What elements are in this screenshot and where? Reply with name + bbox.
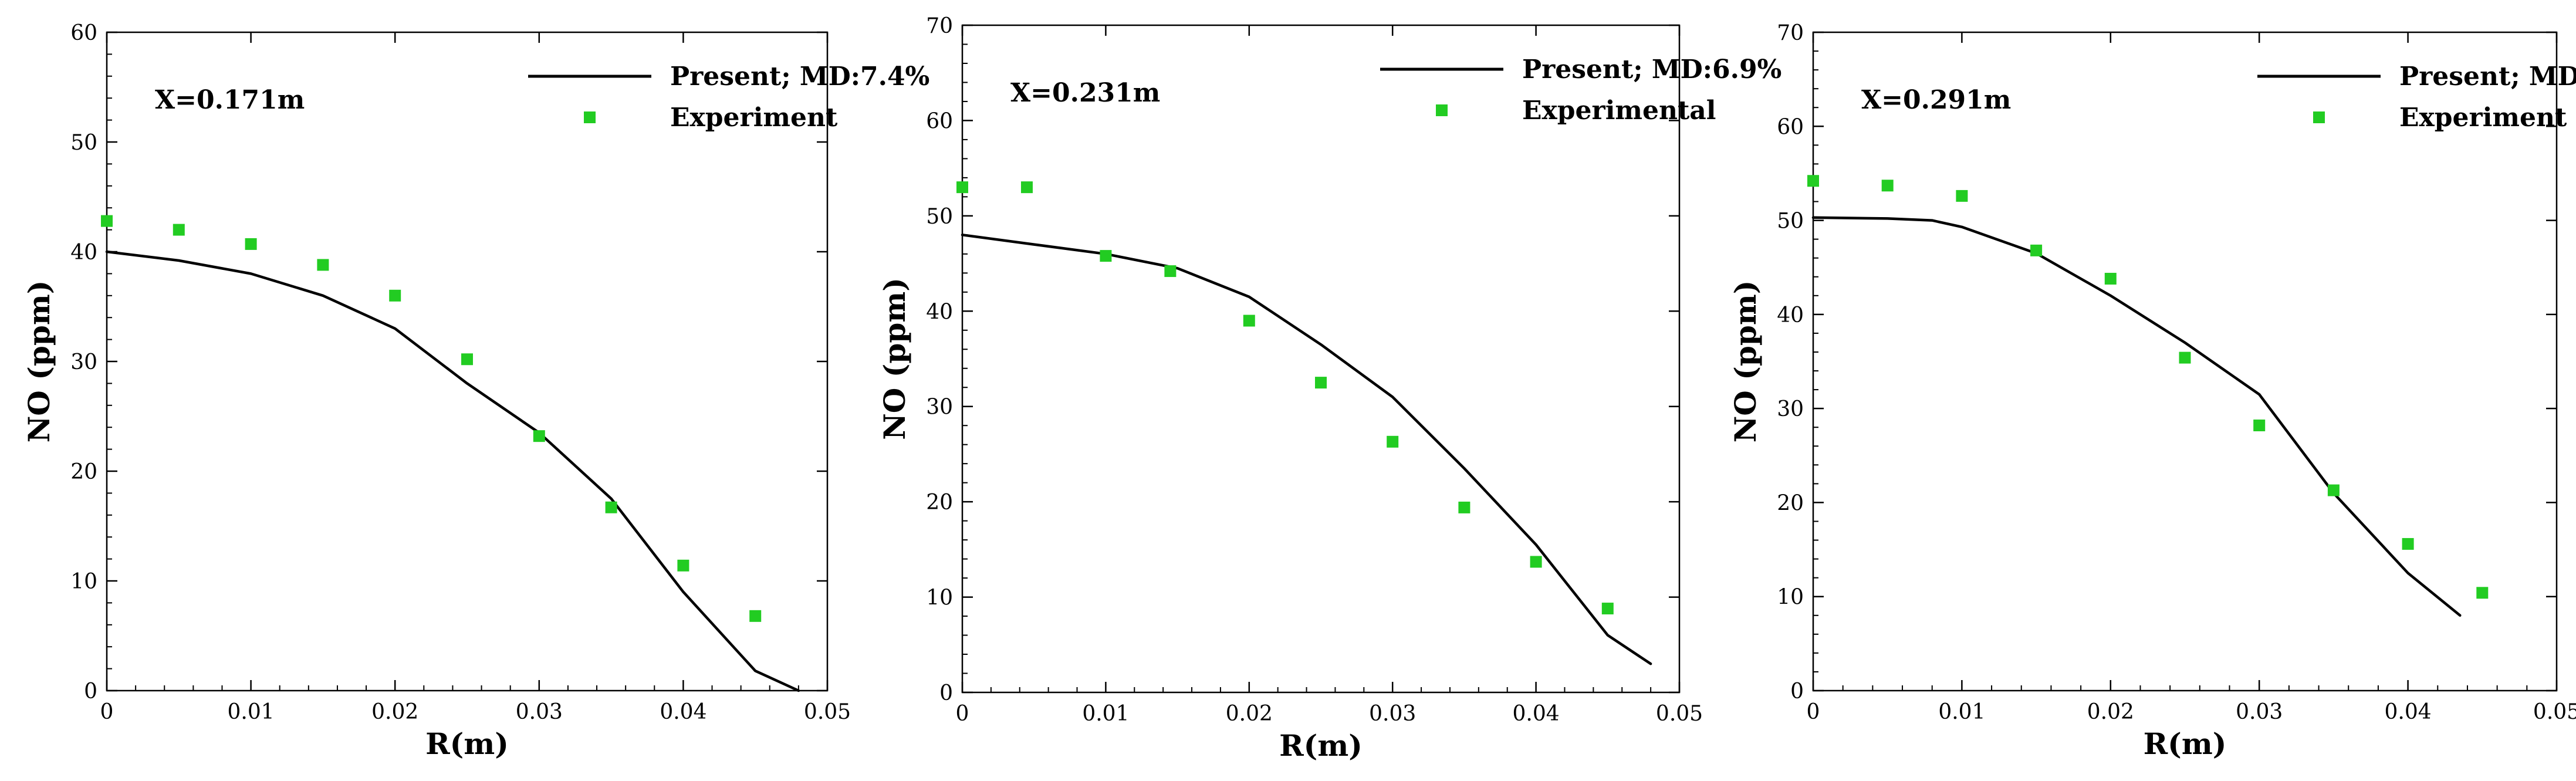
x-tick-label: 0.04 xyxy=(2385,700,2432,724)
y-tick-label: 20 xyxy=(926,491,953,515)
x-tick-label: 0 xyxy=(956,702,969,726)
data-point-experiment xyxy=(1530,556,1542,568)
data-point-experiment xyxy=(1100,250,1112,262)
y-tick-label: 0 xyxy=(939,681,953,705)
chart-panel-2: 0 0.01 0.02 0.03 0.04 0.05 0 10 20 30 40 50 60 70 R(m)… xyxy=(877,14,1781,763)
x-tick-label: 0.03 xyxy=(2236,700,2283,724)
series-line-present xyxy=(105,250,800,692)
x-axis-label: R(m) xyxy=(425,726,509,761)
x-axis-label: R(m) xyxy=(1279,728,1363,763)
x-tick-label: 0.01 xyxy=(1938,700,1985,724)
x-tick-label: 0.02 xyxy=(2087,700,2134,724)
data-point-experiment xyxy=(245,238,257,250)
series-line-present xyxy=(1811,216,2462,617)
x-tick-label: 0 xyxy=(1807,700,1820,724)
y-tick-label: 20 xyxy=(1777,491,1804,515)
x-tick-label: 0.01 xyxy=(228,700,275,724)
data-point-experiment xyxy=(317,259,329,271)
x-tick-label: 0 xyxy=(100,700,114,724)
data-point-experiment xyxy=(749,610,762,622)
legend-label-experiment: Experiment xyxy=(670,103,838,133)
data-point-experiment xyxy=(2327,484,2340,496)
data-point-experiment xyxy=(2253,419,2266,431)
panel-label: X=0.291m xyxy=(1861,85,2011,115)
x-tick-label: 0.05 xyxy=(1656,702,1703,726)
data-point-experiment xyxy=(1164,265,1177,278)
x-tick-label: 0.02 xyxy=(1226,702,1273,726)
y-tick-label: 10 xyxy=(926,586,953,610)
plot-frame xyxy=(961,24,1681,694)
x-tick-label: 0.01 xyxy=(1082,702,1129,726)
data-point-experiment xyxy=(101,215,113,227)
y-tick-label: 40 xyxy=(926,300,953,324)
data-point-experiment xyxy=(1881,180,1894,192)
legend-marker-swatch xyxy=(2313,111,2325,123)
legend-label-experiment: Experimental xyxy=(1522,96,1716,126)
panel-label: X=0.171m xyxy=(155,85,305,115)
y-tick-label: 40 xyxy=(70,241,97,265)
y-tick-label: 30 xyxy=(1777,397,1804,421)
data-point-experiment xyxy=(389,289,401,302)
series-line-present xyxy=(961,234,1652,665)
data-point-experiment xyxy=(1315,377,1327,389)
data-point-experiment xyxy=(1458,501,1470,513)
y-tick-label: 0 xyxy=(84,679,97,704)
data-point-experiment xyxy=(2179,351,2191,364)
data-point-experiment xyxy=(2476,587,2489,599)
legend-label-present: Present; MD:7.4% xyxy=(670,62,929,92)
data-point-experiment xyxy=(1020,181,1033,194)
x-tick-label: 0.05 xyxy=(2533,700,2576,724)
data-point-experiment xyxy=(2104,272,2117,285)
chart-panel-1: 0 0.01 0.02 0.03 0.04 0.05 0 10 20 30 40 50 60 R(m) NO… xyxy=(22,21,929,761)
data-point-experiment xyxy=(1387,435,1399,448)
y-axis-label: NO (ppm) xyxy=(877,278,912,440)
y-tick-label: 10 xyxy=(70,570,97,594)
y-tick-label: 10 xyxy=(1777,586,1804,610)
chart-panel-3: 0 0.01 0.02 0.03 0.04 0.05 0 10 20 30 40 50 60 70 R(m)… xyxy=(1728,21,2576,761)
panel-label: X=0.231m xyxy=(1010,78,1160,108)
y-tick-label: 50 xyxy=(70,131,97,155)
data-point-experiment xyxy=(605,501,617,513)
data-point-experiment xyxy=(173,224,185,236)
y-tick-label: 70 xyxy=(926,14,953,38)
data-point-experiment xyxy=(1956,190,1968,202)
data-point-experiment xyxy=(956,181,968,194)
x-tick-label: 0.04 xyxy=(1513,702,1560,726)
x-axis-label: R(m) xyxy=(2144,726,2227,761)
plot-frame xyxy=(1812,31,2558,692)
y-tick-label: 50 xyxy=(1777,209,1804,234)
data-point-experiment xyxy=(1601,603,1614,615)
data-point-experiment xyxy=(2030,244,2043,256)
legend-label-present: Present; MD:5.7% xyxy=(2399,62,2576,92)
y-axis-label: NO (ppm) xyxy=(1728,280,1763,443)
y-tick-label: 60 xyxy=(926,109,953,133)
x-tick-label: 0.04 xyxy=(660,700,706,724)
y-tick-label: 20 xyxy=(70,460,97,484)
legend-marker-swatch xyxy=(584,111,596,123)
data-point-experiment xyxy=(2402,537,2414,550)
data-point-experiment xyxy=(461,353,473,366)
y-tick-label: 60 xyxy=(1777,115,1804,139)
data-point-experiment xyxy=(1807,175,1819,187)
legend-marker-swatch xyxy=(1436,104,1448,116)
y-tick-label: 70 xyxy=(1777,21,1804,45)
data-point-experiment xyxy=(677,559,689,572)
x-tick-label: 0.02 xyxy=(371,700,418,724)
x-tick-label: 0.03 xyxy=(1369,702,1416,726)
y-tick-label: 30 xyxy=(70,350,97,374)
data-point-experiment xyxy=(533,430,545,442)
legend-label-present: Present; MD:6.9% xyxy=(1522,55,1781,84)
y-axis-label: NO (ppm) xyxy=(22,280,56,443)
y-tick-label: 30 xyxy=(926,395,953,420)
legend-label-experiment: Experiment xyxy=(2399,103,2567,133)
x-tick-label: 0.05 xyxy=(804,700,851,724)
y-tick-label: 0 xyxy=(1790,679,1804,704)
y-tick-label: 60 xyxy=(70,21,97,45)
data-point-experiment xyxy=(1243,315,1255,327)
y-tick-label: 40 xyxy=(1777,303,1804,327)
y-tick-label: 50 xyxy=(926,205,953,229)
x-tick-label: 0.03 xyxy=(516,700,563,724)
